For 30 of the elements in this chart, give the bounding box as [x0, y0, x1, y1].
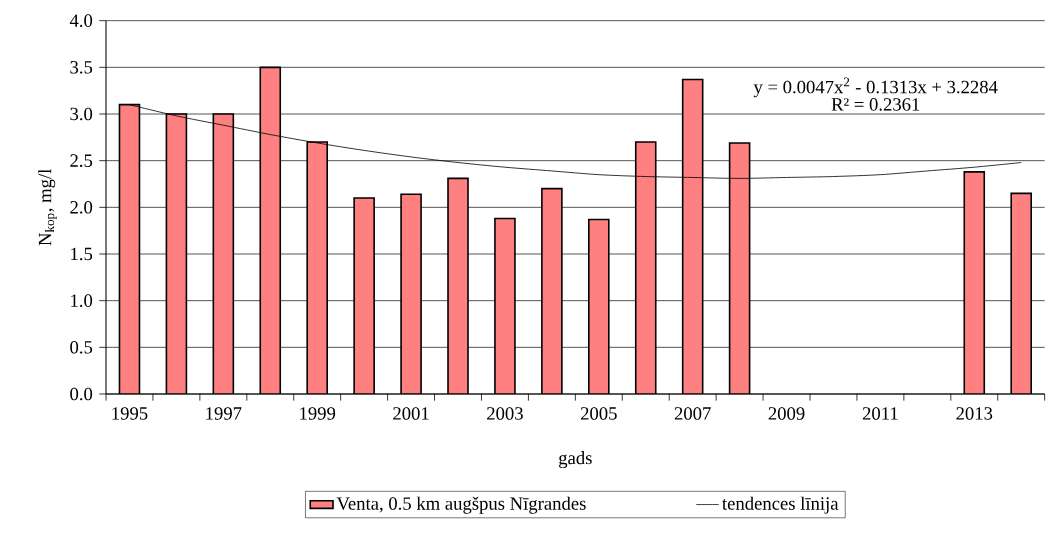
x-tick-label: 2007 [674, 407, 711, 420]
x-tick-label: 2011 [862, 407, 898, 420]
x-tick-label: 2001 [393, 407, 429, 420]
legend-label: Venta, 0.5 km augšpus Nīgrandes [336, 496, 586, 514]
y-tick-label: 2.0 [70, 200, 93, 214]
bar [212, 113, 235, 394]
y-tick-label: 2.5 [70, 154, 93, 167]
x-tick-label: 2009 [768, 407, 805, 420]
y-tick-label: 3.5 [70, 61, 93, 74]
x-tick-label: 1997 [206, 407, 242, 420]
y-tick-label: 4.0 [69, 14, 93, 28]
bar [728, 142, 751, 394]
y-tick-label: 0.0 [70, 387, 93, 401]
x-tick-label: 1999 [300, 407, 336, 420]
annotation: R² = 0.2361 [831, 98, 920, 111]
bar [165, 113, 188, 394]
x-tick-label: 2005 [580, 407, 617, 420]
y-tick-label: 1.5 [71, 247, 93, 261]
y-tick-label: 1.0 [71, 294, 93, 308]
annotation: y = 0.0047x$^{2}$ - 0.1313x + 3.2284 [753, 77, 998, 98]
x-axis-title: gads [559, 451, 592, 469]
y-tick-label: 0.5 [70, 340, 93, 354]
bar [118, 103, 141, 394]
x-tick-label: 2013 [956, 407, 993, 420]
y-axis-title: N$_{kop}$, mg/l [38, 169, 57, 246]
x-tick-label: 1995 [112, 407, 148, 420]
x-tick-label: 2003 [487, 407, 523, 420]
y-tick-label: 3.0 [70, 107, 93, 121]
legend-label: tendences līnija [722, 496, 839, 514]
bar [681, 78, 704, 394]
